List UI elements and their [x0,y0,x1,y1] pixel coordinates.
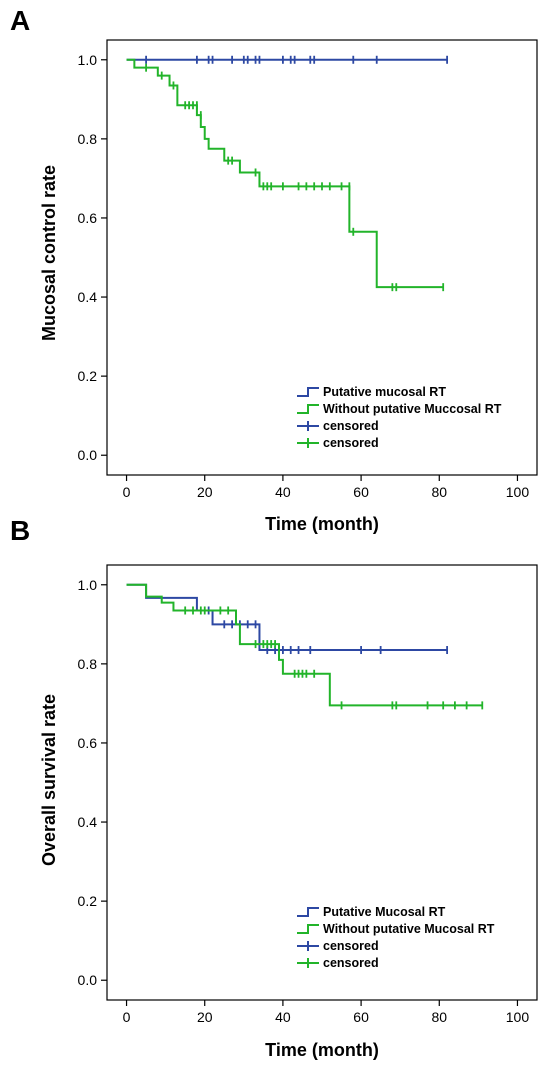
y-tick-label: 0.8 [78,131,98,147]
y-tick-label: 0.2 [78,368,98,384]
legend-label: censored [323,419,379,433]
plot-frame [106,564,538,1001]
y-tick-label: 0.2 [78,893,98,909]
legend-label: censored [323,939,379,953]
legend-label: Putative mucosal RT [323,385,446,399]
x-axis-title-a: Time (month) [265,514,379,534]
survival-curve-green [126,583,483,707]
legend-label: censored [323,436,379,450]
chart-panel-a: Mucosal control rate Time (month) 0.0 0.2… [39,39,538,534]
x-tick-label: 80 [431,484,447,500]
legend-label: Without putative Muccosal RT [323,402,502,416]
legend-label: Without putative Mucosal RT [323,922,495,936]
survival-curve-blue [126,583,448,652]
x-tick-label: 40 [275,484,291,500]
y-tick-label: 0.6 [78,735,98,751]
x-tick-label: 20 [197,484,213,500]
x-tick-label: 60 [353,484,369,500]
chart-panel-b: Overall survival rate Time (month) 0.0 0.… [39,564,538,1060]
panel-letter-a: A [10,5,30,36]
legend-swatch [297,387,319,397]
y-tick-label: 0.4 [78,289,98,305]
y-tick-label: 1.0 [78,52,98,68]
x-tick-label: 60 [353,1009,369,1025]
survival-curve-green [126,58,444,289]
x-tick-label: 100 [506,1009,530,1025]
x-axis-title-b: Time (month) [265,1040,379,1060]
x-tick-label: 100 [506,484,530,500]
y-tick-label: 0.0 [78,447,98,463]
legend-label: censored [323,956,379,970]
y-axis-title-a: Mucosal control rate [39,165,59,341]
y-tick-label: 0.4 [78,814,98,830]
legend-label: Putative Mucosal RT [323,905,446,919]
y-axis-title-b: Overall survival rate [39,694,59,866]
x-tick-label: 40 [275,1009,291,1025]
y-tick-label: 0.8 [78,656,98,672]
x-tick-label: 0 [123,1009,131,1025]
x-tick-label: 0 [123,484,131,500]
y-tick-label: 1.0 [78,577,98,593]
legend-swatch [297,924,319,934]
legend-swatch [297,404,319,414]
panel-letter-b: B [10,515,30,546]
x-tick-label: 20 [197,1009,213,1025]
y-tick-label: 0.6 [78,210,98,226]
plot-frame [106,39,538,476]
legend-swatch [297,907,319,917]
x-tick-label: 80 [431,1009,447,1025]
y-tick-label: 0.0 [78,972,98,988]
